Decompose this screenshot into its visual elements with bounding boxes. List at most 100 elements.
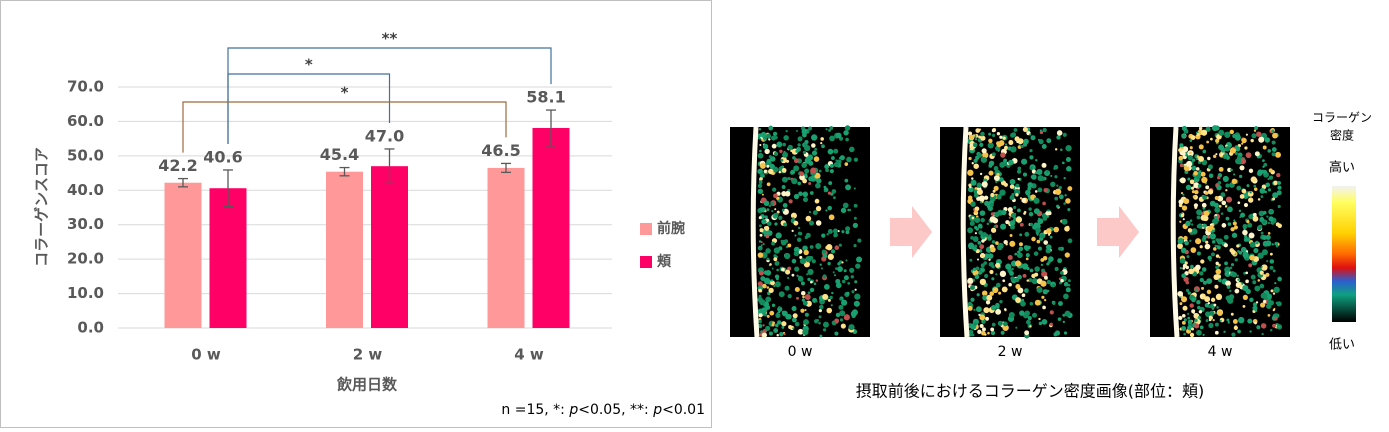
- speckle: [787, 243, 792, 248]
- speckle: [820, 142, 823, 145]
- speckle: [830, 249, 836, 254]
- speckle: [1030, 135, 1036, 141]
- speckle: [818, 321, 821, 325]
- speckle: [774, 260, 780, 266]
- speckle: [1254, 151, 1260, 157]
- speckle: [1265, 272, 1270, 277]
- speckle: [791, 258, 797, 264]
- speckle: [1041, 319, 1048, 325]
- speckle: [764, 148, 770, 155]
- speckle: [1189, 146, 1193, 150]
- speckle: [1052, 302, 1056, 306]
- speckle: [839, 297, 843, 301]
- speckle: [968, 183, 972, 187]
- speckle: [1262, 145, 1267, 150]
- speckle: [1040, 176, 1045, 181]
- speckle: [1029, 166, 1033, 170]
- speckle: [1042, 127, 1047, 133]
- speckle: [1191, 165, 1197, 171]
- speckle: [847, 281, 851, 285]
- speckle: [1177, 290, 1184, 297]
- speckle: [758, 247, 762, 251]
- speckle: [1241, 137, 1247, 144]
- speckle: [995, 241, 999, 245]
- speckle: [1218, 204, 1222, 208]
- speckle: [1259, 283, 1265, 289]
- speckle: [984, 200, 990, 207]
- speckle: [766, 314, 770, 318]
- speckle: [778, 215, 783, 220]
- speckle: [1272, 309, 1275, 312]
- speckle: [1220, 192, 1226, 197]
- speckle: [1007, 207, 1013, 213]
- speckle: [979, 314, 986, 321]
- speckle: [1241, 142, 1244, 145]
- speckle: [758, 216, 762, 220]
- speckle: [1177, 237, 1184, 245]
- speckle: [1063, 281, 1069, 287]
- speckle: [972, 267, 977, 271]
- speckle: [1190, 135, 1196, 140]
- speckle: [1246, 184, 1250, 188]
- speckle: [1213, 154, 1217, 159]
- speckle: [1179, 302, 1183, 306]
- speckle: [995, 273, 998, 276]
- speckle: [1229, 289, 1232, 293]
- speckle: [766, 286, 770, 289]
- speckle: [981, 290, 988, 296]
- speckle: [1210, 252, 1215, 257]
- speckle: [1022, 273, 1027, 278]
- speckle: [1263, 162, 1268, 167]
- speckle: [823, 190, 827, 193]
- speckle: [768, 138, 771, 141]
- speckle: [783, 135, 789, 141]
- speckle: [794, 266, 800, 272]
- speckle: [1252, 212, 1257, 217]
- speckle: [1245, 152, 1252, 159]
- speckle: [977, 329, 982, 334]
- speckle: [1063, 331, 1068, 335]
- speckle: [771, 267, 774, 270]
- speckle: [1204, 296, 1211, 303]
- speckle: [1179, 177, 1186, 184]
- speckle: [1021, 298, 1025, 302]
- speckle: [822, 293, 829, 300]
- speckle: [1061, 218, 1068, 225]
- speckle: [1015, 183, 1020, 188]
- speckle: [814, 147, 818, 151]
- speckle: [974, 244, 978, 248]
- speckle: [1233, 219, 1236, 222]
- speckle: [822, 328, 827, 332]
- speckle: [765, 234, 770, 239]
- speckle: [1054, 196, 1059, 201]
- speckle: [821, 249, 827, 254]
- speckle: [1015, 326, 1018, 329]
- speckle: [981, 232, 987, 238]
- speckle: [1019, 222, 1024, 227]
- speckle: [1191, 190, 1196, 194]
- speckle: [1009, 220, 1016, 226]
- speckle: [1202, 234, 1207, 240]
- speckle: [968, 198, 972, 202]
- speckle: [981, 327, 986, 332]
- speckle: [841, 299, 848, 306]
- speckle: [839, 155, 845, 161]
- speckle: [761, 174, 765, 178]
- speckle: [797, 328, 804, 335]
- speckle: [1200, 171, 1206, 177]
- speckle: [1056, 130, 1063, 136]
- speckle: [1180, 213, 1185, 218]
- speckle: [1224, 155, 1227, 158]
- speckle: [1214, 322, 1219, 327]
- speckle: [1217, 180, 1222, 185]
- speckle: [1267, 221, 1271, 225]
- speckle: [813, 156, 820, 162]
- speckle: [970, 285, 976, 290]
- speckle: [1237, 278, 1240, 281]
- speckle: [1046, 279, 1052, 285]
- speckle: [1002, 324, 1009, 331]
- speckle: [794, 321, 800, 327]
- speckle: [794, 286, 800, 293]
- speckle: [971, 177, 974, 180]
- speckle: [1182, 305, 1188, 311]
